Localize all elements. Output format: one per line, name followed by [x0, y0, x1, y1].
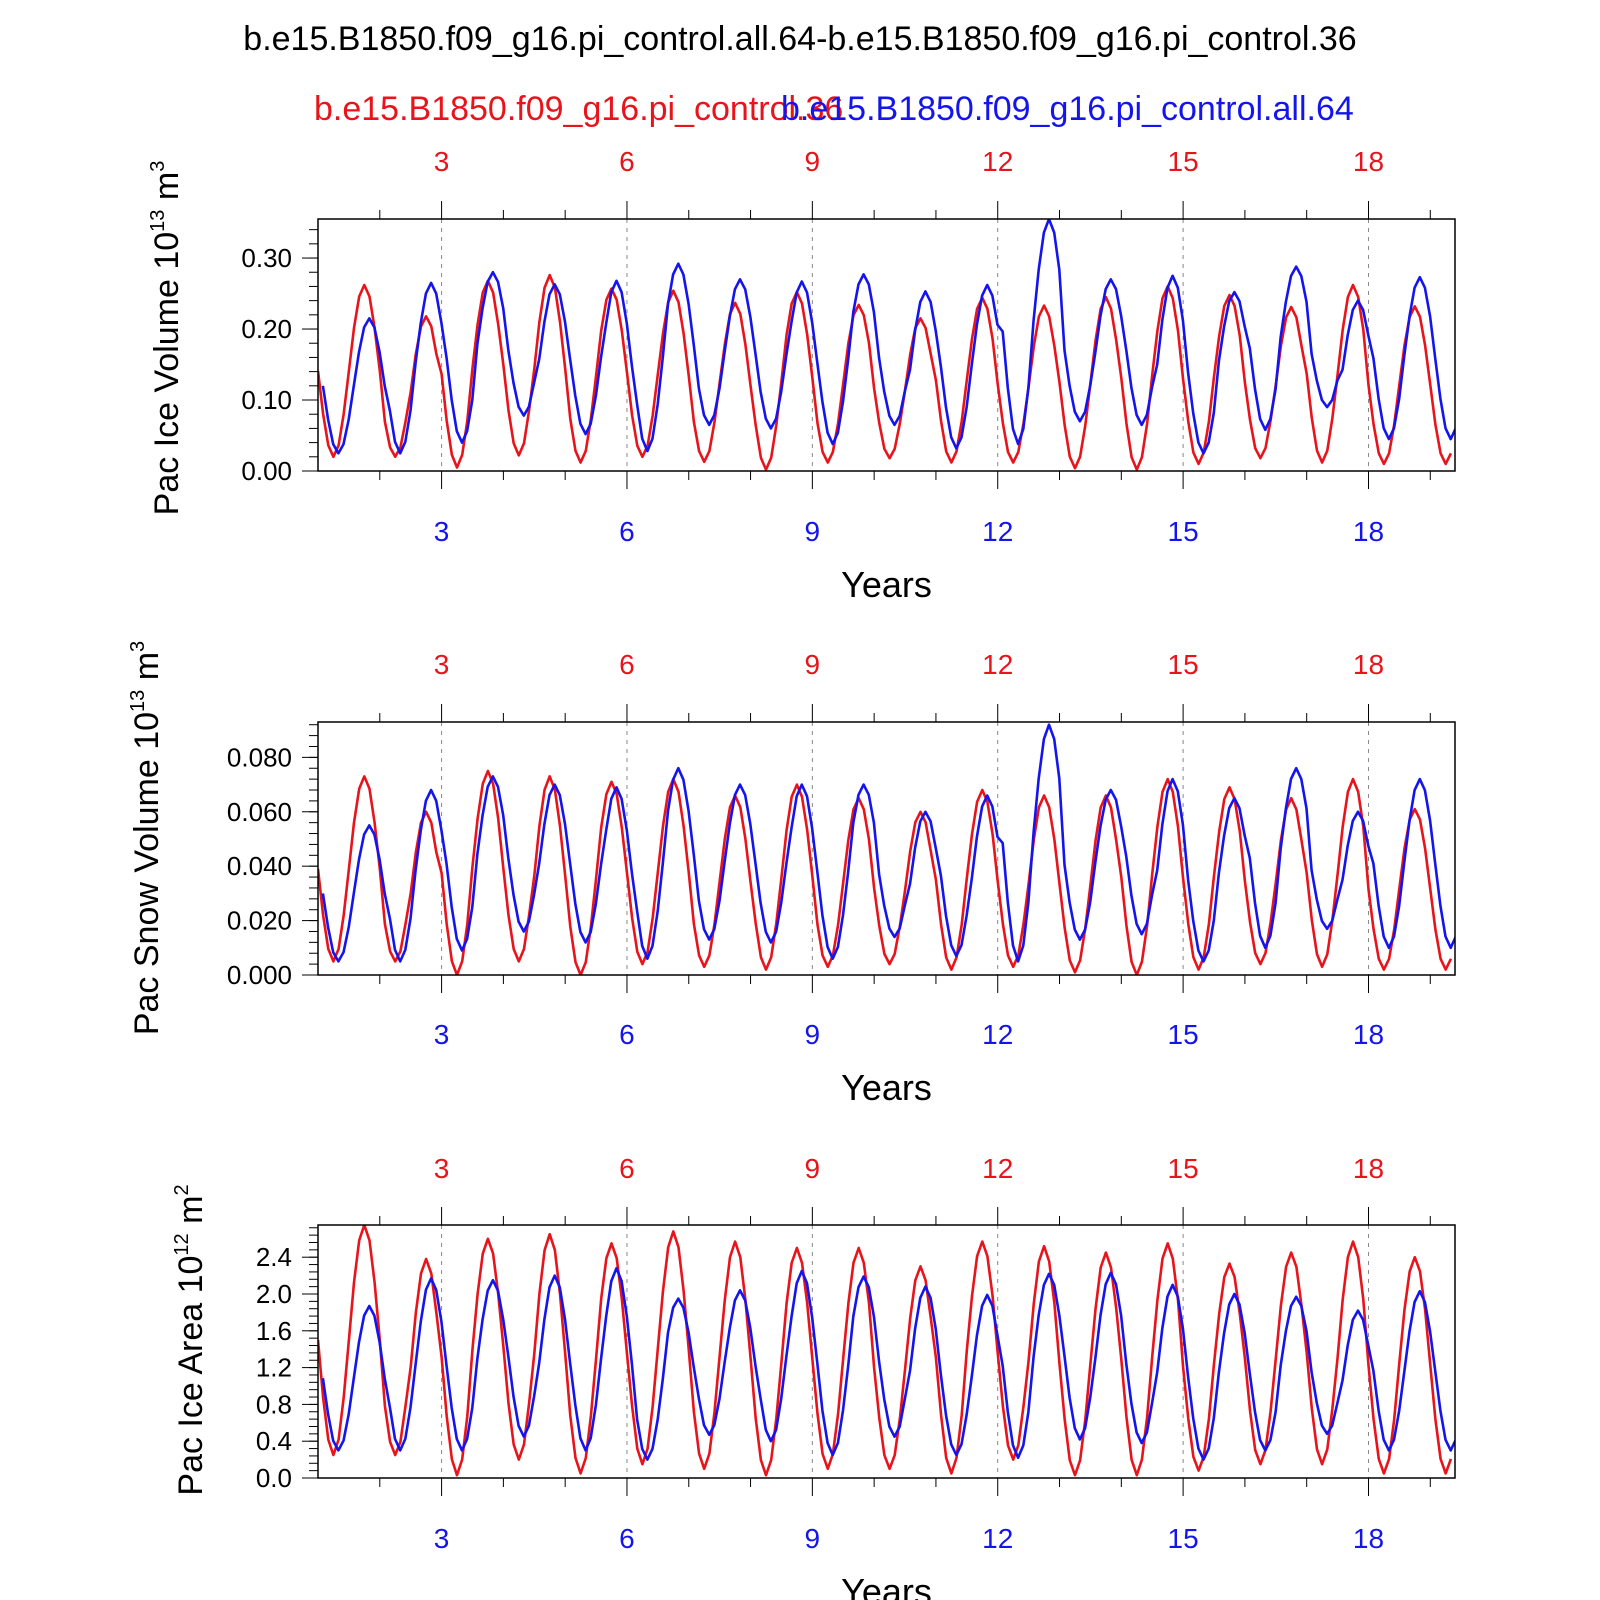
series-line-red — [318, 769, 1453, 975]
y-axis-label-unit-exponent: 3 — [147, 161, 169, 172]
plot-frame — [317, 218, 1456, 472]
x-tick-label-bottom: 6 — [619, 516, 635, 547]
y-axis-label-unit: m — [148, 172, 186, 210]
x-tick-label-bottom: 12 — [982, 516, 1013, 547]
x-tick-label-top: 9 — [805, 649, 821, 680]
x-tick-label-top: 15 — [1168, 146, 1199, 177]
x-tick-label-bottom: 6 — [619, 1019, 635, 1050]
y-axis-label-unit-exponent: 3 — [127, 641, 149, 652]
series-line-blue — [321, 723, 1455, 963]
x-tick-label-bottom: 9 — [805, 1523, 821, 1554]
y-axis-label-unit: m — [128, 652, 166, 690]
x-tick-label-bottom: 18 — [1353, 1019, 1384, 1050]
y-tick-label: 0.4 — [256, 1426, 292, 1456]
legend-red-label: b.e15.B1850.f09_g16.pi_control.36 — [314, 90, 844, 128]
chart-panel-2: 0.000 0.020 0.040 0.060 0.080 3 3 6 6 9 9 12 12 15 15 1… — [127, 641, 1456, 1108]
x-tick-label-bottom: 9 — [805, 516, 821, 547]
y-tick-label: 1.2 — [256, 1353, 292, 1383]
y-tick-label: 1.6 — [256, 1316, 292, 1346]
x-tick-label-top: 6 — [619, 146, 635, 177]
y-tick-label: 0.10 — [241, 385, 292, 415]
x-axis-label: Years — [841, 1571, 932, 1600]
y-axis-label-text: Pac Ice Area 10 — [172, 1256, 210, 1496]
x-tick-label-bottom: 18 — [1353, 516, 1384, 547]
y-axis-label-unit: m — [172, 1196, 210, 1234]
x-tick-label-top: 18 — [1353, 1153, 1384, 1184]
y-tick-label: 0.30 — [241, 243, 292, 273]
y-axis-label-exponent: 13 — [147, 210, 169, 232]
x-tick-label-bottom: 18 — [1353, 1523, 1384, 1554]
y-tick-label: 0.080 — [227, 742, 292, 772]
x-tick-label-top: 15 — [1168, 649, 1199, 680]
x-tick-label-bottom: 12 — [982, 1019, 1013, 1050]
plot-frame — [317, 721, 1456, 976]
y-axis-label-exponent: 13 — [127, 690, 149, 712]
y-axis-label: Pac Snow Volume 1013 m3 — [127, 641, 166, 1035]
y-tick-label: 0.060 — [227, 797, 292, 827]
x-tick-label-top: 12 — [982, 1153, 1013, 1184]
legend-blue-label: b.e15.B1850.f09_g16.pi_control.all.64 — [781, 90, 1354, 128]
series-line-red — [318, 273, 1453, 471]
y-axis-label-text: Pac Ice Volume 10 — [148, 232, 186, 516]
x-tick-label-top: 6 — [619, 649, 635, 680]
y-tick-label: 0.20 — [241, 314, 292, 344]
chart-panel-1: 0.00 0.10 0.20 0.30 3 3 6 6 9 9 12 12 15 15 18 18 Years P… — [147, 146, 1456, 605]
chart-panel-3: 0.0 0.4 0.8 1.2 1.6 2.0 2.4 3 3 6 6 9 9 12 12 15 15 18 18 Y… — [171, 1153, 1456, 1600]
y-tick-label: 0.00 — [241, 456, 292, 486]
x-tick-label-bottom: 6 — [619, 1523, 635, 1554]
y-axis-label: Pac Ice Volume 1013 m3 — [147, 161, 186, 516]
x-tick-label-bottom: 12 — [982, 1523, 1013, 1554]
series-line-blue — [321, 219, 1455, 455]
x-tick-label-bottom: 3 — [434, 1019, 450, 1050]
x-tick-label-top: 15 — [1168, 1153, 1199, 1184]
y-tick-label: 0.020 — [227, 906, 292, 936]
chart-title: b.e15.B1850.f09_g16.pi_control.all.64-b.… — [243, 20, 1357, 58]
x-tick-label-top: 9 — [805, 146, 821, 177]
plot-frame — [317, 1224, 1456, 1479]
x-axis-label: Years — [841, 1067, 932, 1108]
y-tick-label: 2.0 — [256, 1279, 292, 1309]
x-tick-label-bottom: 3 — [434, 516, 450, 547]
x-tick-label-top: 3 — [434, 1153, 450, 1184]
series-line-blue — [321, 1266, 1455, 1461]
x-tick-label-top: 6 — [619, 1153, 635, 1184]
x-tick-label-bottom: 3 — [434, 1523, 450, 1554]
x-tick-label-top: 3 — [434, 146, 450, 177]
y-axis-label: Pac Ice Area 1012 m2 — [171, 1184, 210, 1495]
x-tick-label-top: 12 — [982, 649, 1013, 680]
y-tick-label: 0.8 — [256, 1389, 292, 1419]
x-tick-label-bottom: 15 — [1168, 1019, 1199, 1050]
x-tick-label-bottom: 15 — [1168, 1523, 1199, 1554]
x-tick-label-top: 18 — [1353, 146, 1384, 177]
y-tick-label: 2.4 — [256, 1242, 292, 1272]
y-axis-label-text: Pac Snow Volume 10 — [128, 712, 166, 1035]
series-line-red — [318, 1225, 1453, 1477]
y-axis-label-exponent: 12 — [171, 1233, 193, 1255]
x-tick-label-top: 12 — [982, 146, 1013, 177]
x-tick-label-top: 18 — [1353, 649, 1384, 680]
x-tick-label-bottom: 15 — [1168, 516, 1199, 547]
x-axis-label: Years — [841, 564, 932, 605]
y-tick-label: 0.040 — [227, 851, 292, 881]
y-axis-label-unit-exponent: 2 — [171, 1184, 193, 1195]
x-tick-label-bottom: 9 — [805, 1019, 821, 1050]
x-tick-label-top: 3 — [434, 649, 450, 680]
y-tick-label: 0.000 — [227, 960, 292, 990]
x-tick-label-top: 9 — [805, 1153, 821, 1184]
y-tick-label: 0.0 — [256, 1463, 292, 1493]
